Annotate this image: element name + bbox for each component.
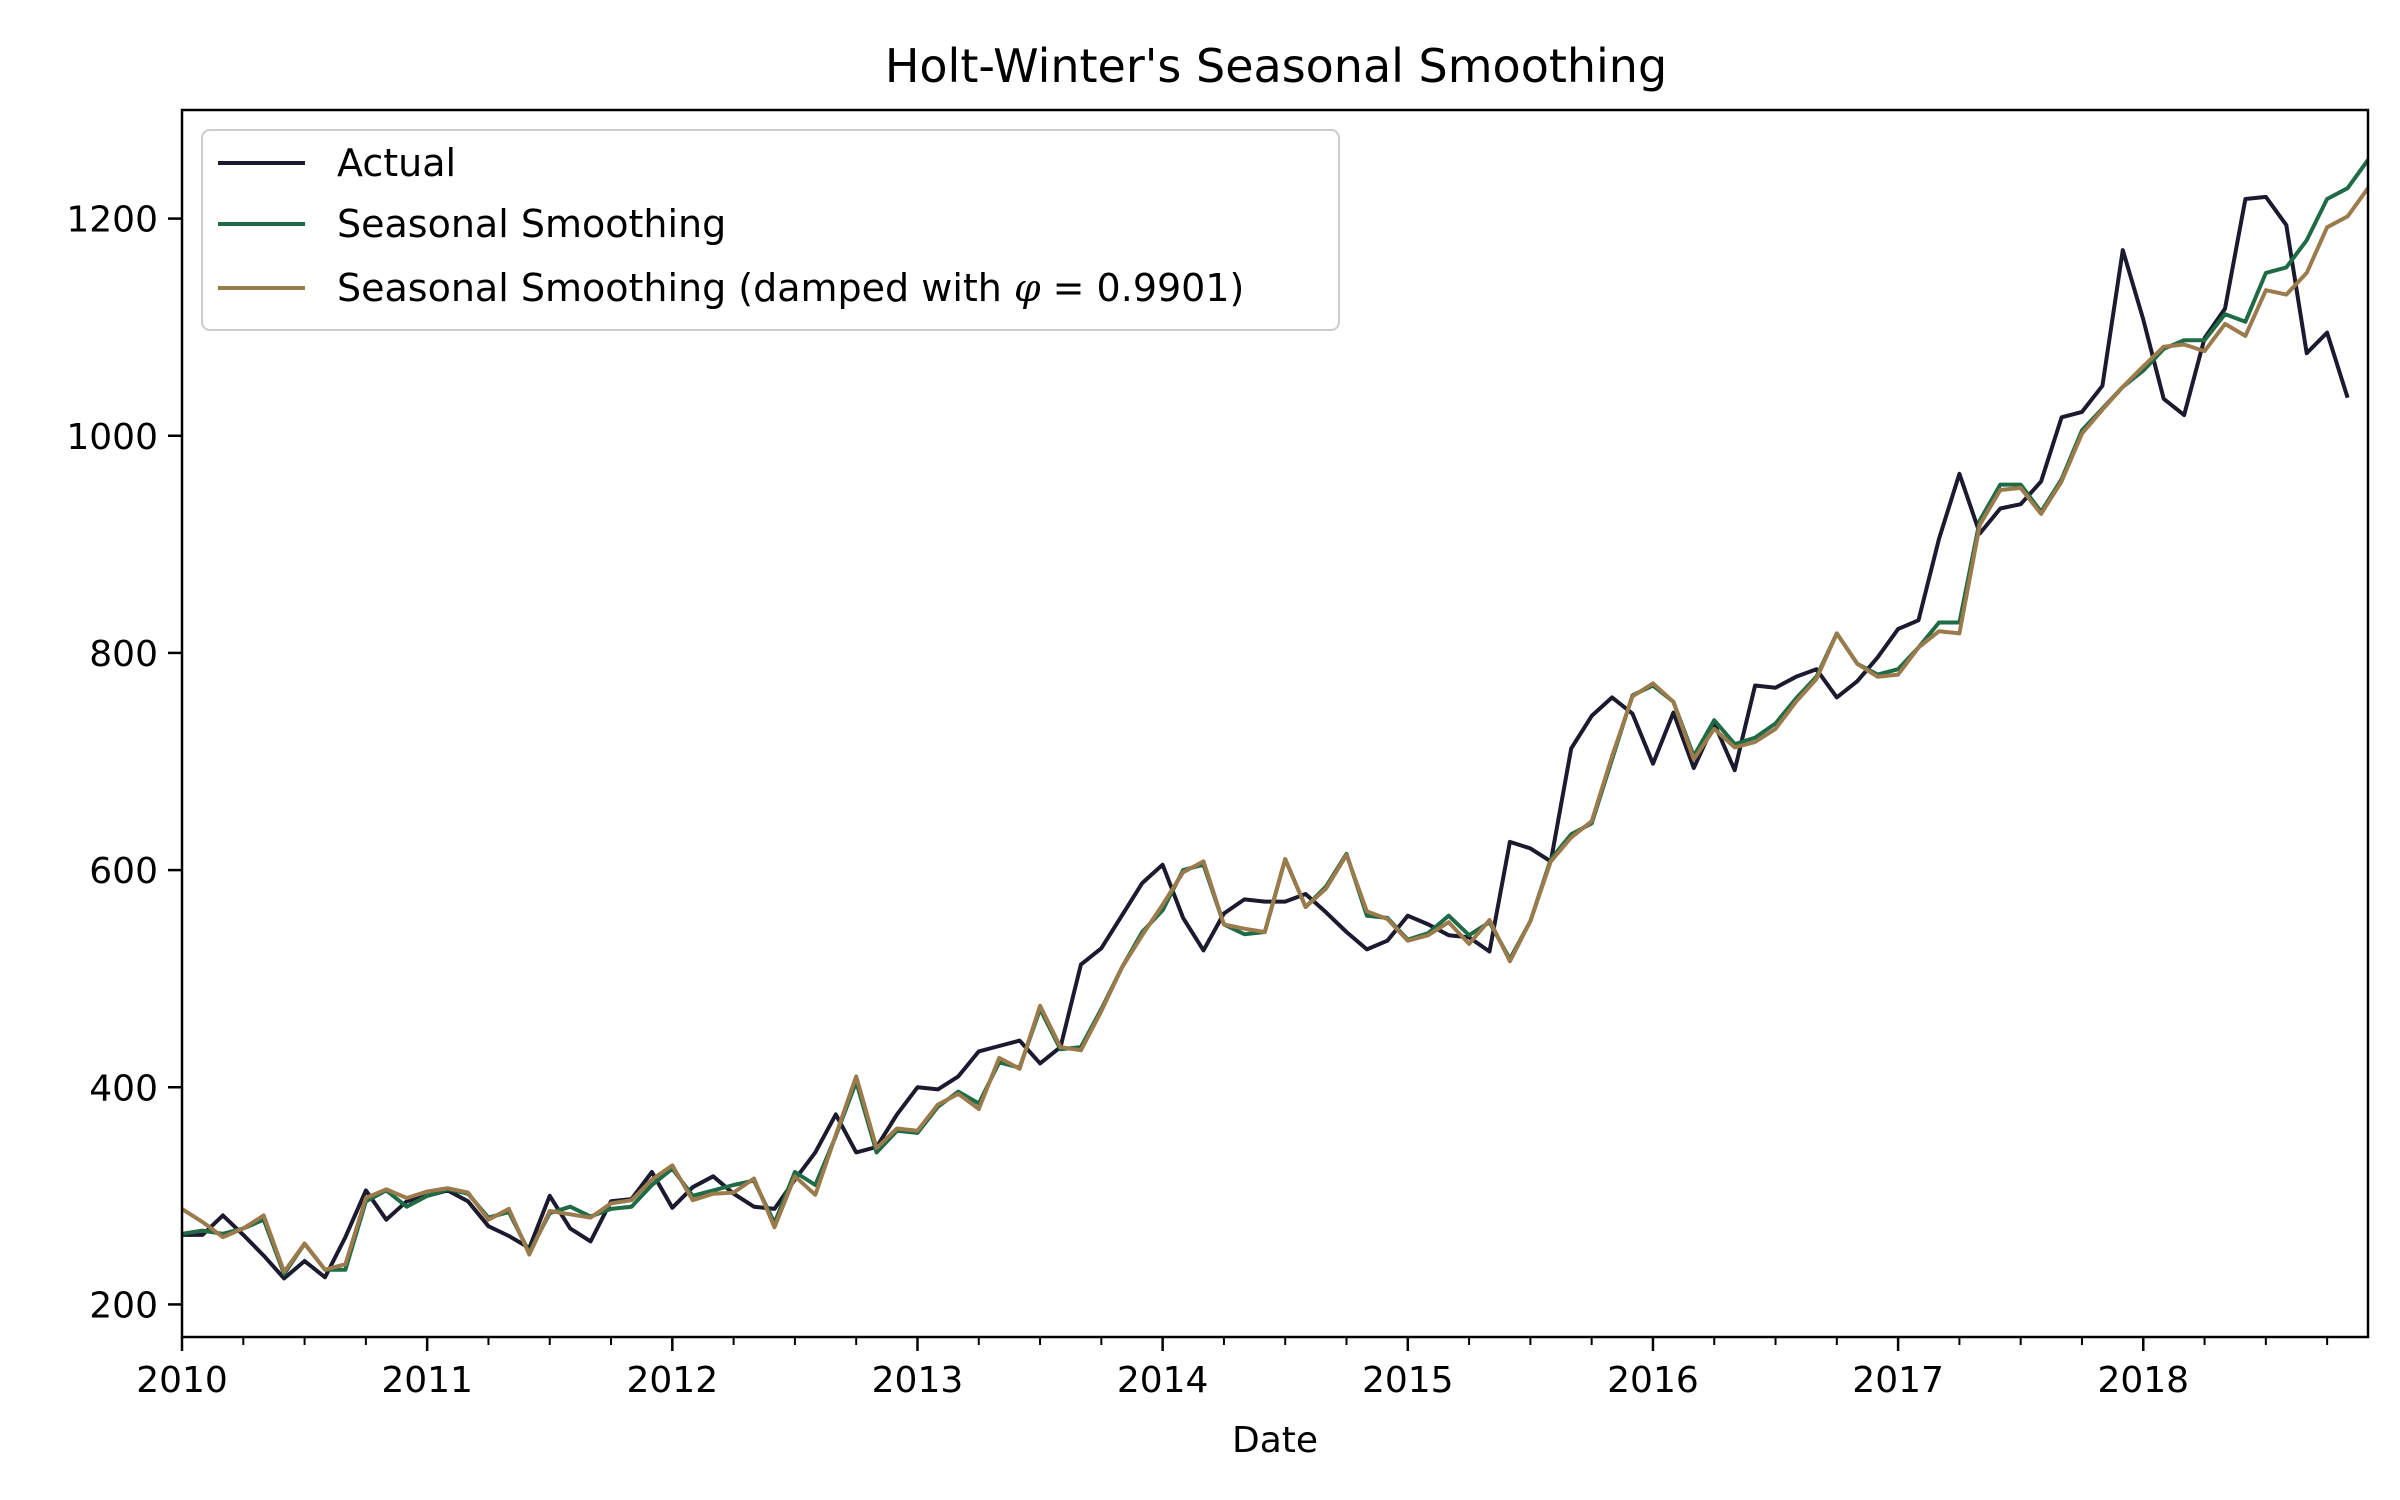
y-tick-label: 400 bbox=[89, 1068, 158, 1109]
series-line-seasonal-smoothing-damped-with-0-9901 bbox=[180, 187, 2370, 1274]
plot-area bbox=[180, 158, 2370, 1281]
x-axis-title: Date bbox=[1232, 1420, 1318, 1461]
x-tick-label: 2012 bbox=[627, 1360, 719, 1401]
y-tick-label: 800 bbox=[89, 634, 158, 675]
x-tick-label: 2018 bbox=[2097, 1360, 2189, 1401]
x-tick-label: 2015 bbox=[1362, 1360, 1454, 1401]
y-tick-label: 200 bbox=[89, 1285, 158, 1326]
legend: Actual Seasonal Smoothing Seasonal Smoot… bbox=[201, 129, 1340, 331]
legend-label-actual: Actual bbox=[337, 141, 456, 185]
x-tick-label: 2017 bbox=[1852, 1360, 1944, 1401]
x-tick-label: 2010 bbox=[136, 1360, 228, 1401]
chart-title: Holt-Winter's Seasonal Smoothing bbox=[885, 39, 1667, 93]
x-tick-label: 2014 bbox=[1117, 1360, 1209, 1401]
y-tick-label: 600 bbox=[89, 851, 158, 892]
y-tick-label: 1200 bbox=[66, 200, 158, 241]
series-line-actual bbox=[182, 194, 2350, 1281]
legend-box bbox=[201, 129, 1340, 331]
plot-frame bbox=[180, 108, 2370, 1339]
legend-label-seasonal-smoothing: Seasonal Smoothing bbox=[337, 202, 726, 246]
y-axis: 200 400 600 800 1000 1200 bbox=[66, 200, 182, 1326]
x-tick-label: 2013 bbox=[872, 1360, 964, 1401]
legend-label-seasonal-smoothing-damped: Seasonal Smoothing (damped with φ = 0.99… bbox=[337, 266, 1244, 310]
y-tick-label: 1000 bbox=[66, 417, 158, 458]
x-tick-label: 2016 bbox=[1607, 1360, 1699, 1401]
x-axis: 2010 2011 2012 2013 2014 2015 2016 2017 2018 bbox=[136, 1337, 2329, 1401]
x-tick-label: 2011 bbox=[381, 1360, 473, 1401]
